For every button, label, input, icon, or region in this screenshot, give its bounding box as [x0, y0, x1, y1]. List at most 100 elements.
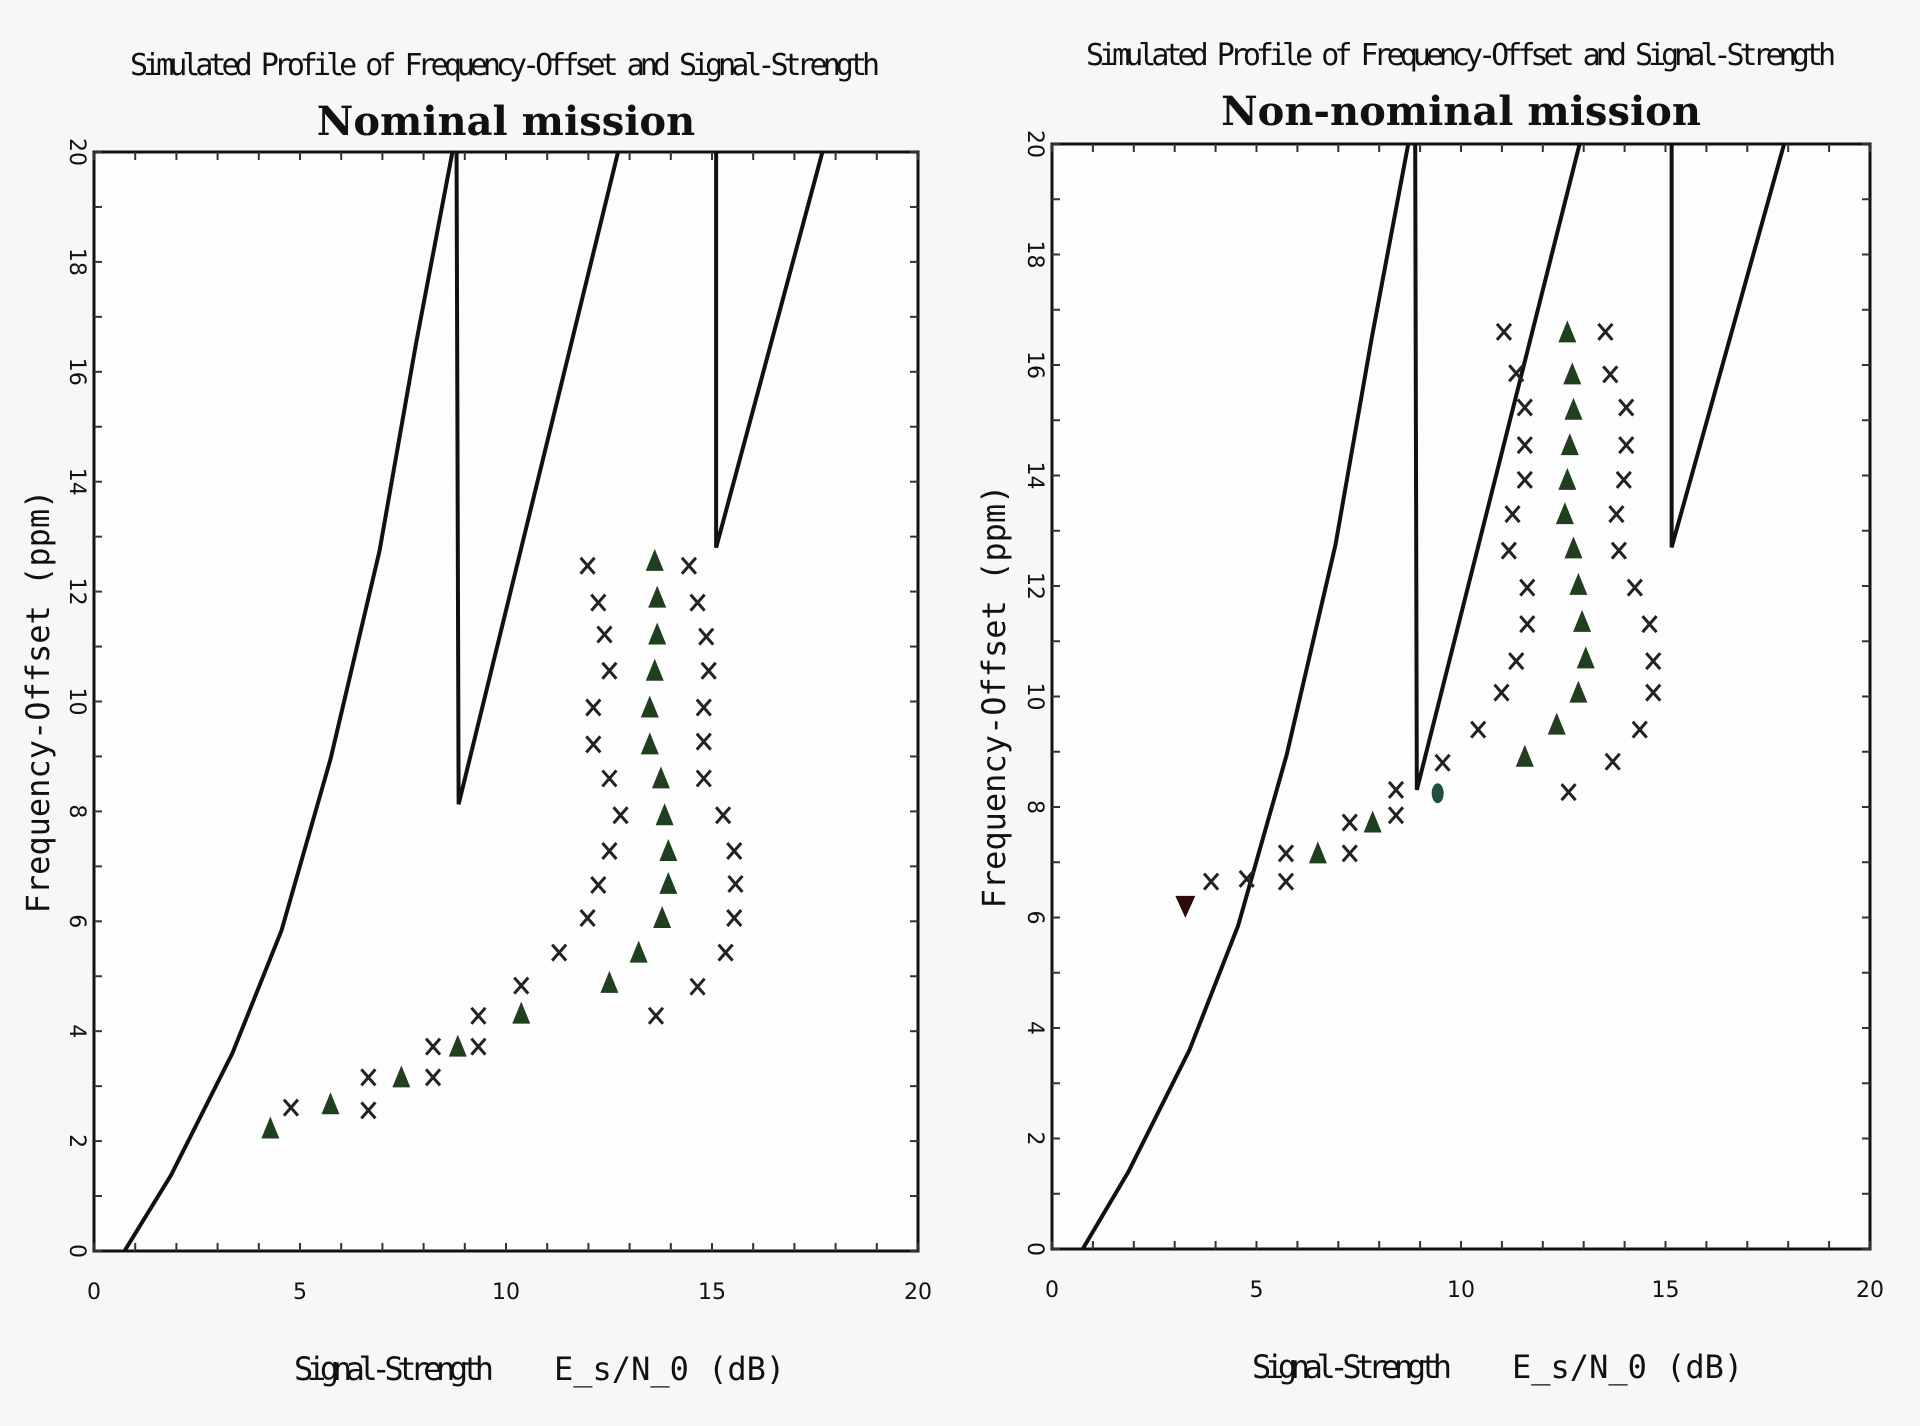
- triangle-marker: [1564, 536, 1583, 559]
- cross-marker: [596, 625, 613, 644]
- cross-marker: [1202, 872, 1220, 891]
- cross-marker: [1238, 869, 1255, 888]
- x-axis-label: Signal-Strength: [294, 1350, 494, 1388]
- cross-marker: [1626, 578, 1643, 597]
- cross-marker: [590, 876, 607, 895]
- cross-marker: [1618, 398, 1635, 417]
- triangle-marker: [659, 838, 678, 861]
- triangle-marker: [1564, 397, 1583, 420]
- triangle-marker: [1558, 320, 1577, 343]
- chart-title: Nominal mission: [317, 98, 695, 145]
- cross-marker: [1608, 505, 1625, 524]
- chart-panel-1: Simulated Profile of Frequency-Offset an…: [19, 48, 932, 1388]
- cross-marker: [1500, 541, 1517, 560]
- y-tick-label: 6: [64, 914, 89, 928]
- cross-marker: [601, 661, 618, 680]
- y-tick-label: 10: [64, 688, 89, 716]
- cross-marker: [579, 556, 596, 575]
- cross-marker: [1277, 844, 1295, 863]
- cross-marker: [1602, 365, 1619, 384]
- x-axis-unit-label: E_s/N_0 (dB): [554, 1350, 785, 1388]
- triangle-marker: [1560, 433, 1579, 456]
- x-tick-label: 10: [492, 1280, 520, 1305]
- cross-marker: [601, 769, 618, 788]
- cross-marker: [585, 735, 602, 754]
- y-tick-label: 20: [64, 138, 89, 166]
- y-tick-label: 8: [1022, 800, 1047, 814]
- chart-suptitle: Simulated Profile of Frequency-Offset an…: [130, 48, 880, 83]
- triangle-marker: [651, 766, 670, 789]
- cross-marker: [551, 943, 568, 962]
- y-axis-label: Frequency-Offset (ppm): [975, 485, 1013, 909]
- cross-marker: [680, 556, 698, 575]
- cross-marker: [513, 976, 530, 995]
- plot-area: [92, 150, 920, 1253]
- triangle-marker: [600, 970, 619, 993]
- triangle-marker: [1563, 362, 1582, 385]
- cross-marker: [689, 593, 706, 612]
- threshold-line: [122, 151, 455, 1253]
- cross-marker: [1493, 683, 1510, 702]
- cross-marker: [1277, 872, 1295, 891]
- cross-marker: [1604, 752, 1621, 771]
- cross-marker: [1504, 505, 1521, 524]
- cross-marker: [1341, 844, 1358, 863]
- y-tick-label: 2: [64, 1134, 89, 1148]
- triangle-marker: [1547, 712, 1566, 735]
- cross-marker: [698, 627, 715, 646]
- triangle-marker: [1569, 572, 1588, 595]
- cross-marker: [1508, 364, 1525, 383]
- y-tick-label: 20: [1022, 130, 1047, 158]
- cross-marker: [1434, 753, 1451, 772]
- cross-marker: [726, 841, 743, 860]
- cross-marker: [1387, 780, 1405, 799]
- x-tick-label: 5: [1250, 1278, 1264, 1303]
- x-tick-label: 20: [1856, 1278, 1884, 1303]
- chart-panel-2: Simulated Profile of Frequency-Offset an…: [975, 38, 1884, 1386]
- cross-marker: [1341, 813, 1358, 832]
- triangle-marker: [645, 548, 664, 571]
- y-tick-label: 2: [1022, 1132, 1047, 1146]
- cross-marker: [727, 874, 744, 893]
- triangle-marker: [261, 1116, 280, 1139]
- y-tick-label: 8: [64, 804, 89, 818]
- y-tick-label: 16: [1022, 351, 1047, 379]
- cross-marker: [1516, 398, 1533, 417]
- triangle-marker: [512, 1001, 531, 1024]
- cross-marker: [714, 806, 732, 825]
- cross-marker: [647, 1006, 665, 1025]
- triangle-marker: [645, 658, 664, 681]
- threshold-line: [1669, 143, 1787, 548]
- cross-marker: [1610, 541, 1627, 560]
- x-tick-label: 15: [698, 1280, 726, 1305]
- triangle-marker: [1555, 502, 1574, 525]
- cross-marker: [1470, 720, 1487, 739]
- cross-marker: [726, 909, 743, 927]
- y-tick-label: 18: [1022, 241, 1047, 269]
- cross-marker: [717, 943, 734, 962]
- y-tick-label: 10: [1022, 683, 1047, 711]
- cross-marker: [689, 977, 706, 996]
- cross-marker: [282, 1098, 300, 1117]
- triangle-marker: [1363, 810, 1382, 833]
- cross-marker: [585, 698, 602, 717]
- triangle-marker: [1308, 841, 1327, 864]
- triangle-marker: [1558, 467, 1577, 490]
- y-tick-label: 12: [1022, 572, 1047, 600]
- cross-marker: [1560, 783, 1577, 802]
- cross-marker: [612, 806, 629, 825]
- x-tick-label: 20: [904, 1280, 932, 1305]
- cross-marker: [695, 769, 712, 788]
- triangle-marker: [321, 1092, 340, 1115]
- y-tick-label: 0: [64, 1244, 89, 1258]
- triangle-marker: [648, 622, 667, 645]
- triangle-marker: [1515, 744, 1534, 767]
- y-tick-label: 18: [64, 248, 89, 276]
- cross-marker: [1641, 615, 1658, 634]
- cross-marker: [700, 661, 717, 680]
- y-tick-label: 12: [64, 578, 89, 606]
- triangle-marker: [655, 803, 674, 826]
- triangle-marker: [392, 1065, 411, 1088]
- cross-marker: [470, 1037, 487, 1056]
- cross-marker: [1618, 436, 1635, 455]
